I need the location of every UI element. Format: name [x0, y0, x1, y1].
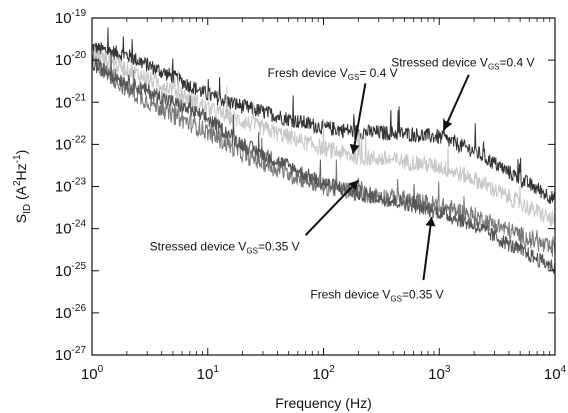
annotation-label: Fresh device VGS= 0.4 V [268, 66, 398, 82]
annotation-tail: =0.4 V [500, 56, 535, 70]
y-tick-exponent: -23 [72, 177, 87, 188]
annotation-arrow-head [443, 119, 453, 130]
x-tick-exponent: 4 [561, 364, 567, 375]
annotation-label: Stressed device VGS=0.4 V [391, 56, 534, 72]
y-tick-exponent: -19 [72, 8, 87, 19]
y-tick-base: 10 [55, 221, 72, 238]
x-tick-label: 100 [81, 364, 104, 383]
y-tick-label: 10-24 [55, 219, 87, 238]
y-axis-label-sub: ID [22, 204, 33, 214]
annotation-arrow-head [349, 143, 360, 154]
annotation-label: Stressed device VGS=0.35 V [150, 240, 300, 256]
x-tick-base: 10 [197, 366, 214, 383]
y-axis-label-sup1: 2 [12, 180, 23, 186]
y-tick-exponent: -27 [72, 345, 87, 356]
annotation-arrow-line [422, 216, 433, 281]
annotation-subscript: GS [390, 294, 402, 303]
x-tick-label: 101 [197, 364, 220, 383]
y-tick-label: 10-21 [55, 92, 87, 111]
annotation-arrow-line [304, 179, 360, 236]
y-tick-label: 10-22 [55, 134, 87, 153]
x-tick-base: 10 [81, 366, 98, 383]
y-tick-base: 10 [55, 10, 72, 27]
annotation-subscript: GS [246, 247, 258, 256]
x-tick-exponent: 1 [213, 364, 219, 375]
x-tick-base: 10 [312, 366, 329, 383]
y-tick-base: 10 [55, 263, 72, 280]
annotation-arrow-head [348, 180, 359, 191]
x-axis-label: Frequency (Hz) [275, 395, 371, 411]
x-tick-label: 103 [428, 364, 451, 383]
x-tick-exponent: 2 [329, 364, 335, 375]
y-tick-label: 10-26 [55, 303, 87, 322]
annotation-subscript: GS [348, 73, 360, 82]
y-tick-label: 10-19 [55, 8, 87, 27]
y-tick-exponent: -22 [72, 134, 87, 145]
y-axis-label-main: S [13, 214, 29, 223]
y-axis-label-rest: (A [13, 185, 29, 204]
annotation-arrow-head [425, 216, 436, 227]
annotation-tail: = 0.4 V [359, 66, 397, 80]
y-tick-label: 10-27 [55, 345, 87, 364]
y-tick-label: 10-25 [55, 261, 87, 280]
annotation-label: Fresh device VGS=0.35 V [310, 287, 443, 303]
series-layer [91, 27, 556, 274]
y-tick-base: 10 [55, 94, 72, 111]
annotation-tail: =0.35 V [258, 240, 300, 254]
annotation-subscript: GS [488, 63, 500, 72]
annotation-tail: =0.35 V [402, 287, 444, 301]
y-tick-label: 10-23 [55, 177, 87, 196]
tick-layer: 100 101 102 103 10410-1910-2010-2110-2210-23… [55, 8, 567, 383]
y-axis-label-mid: Hz [13, 163, 29, 180]
y-tick-base: 10 [55, 136, 72, 153]
y-tick-exponent: -21 [72, 92, 87, 103]
y-axis-label-sup2: -1 [12, 154, 23, 163]
x-tick-label: 102 [312, 364, 335, 383]
y-axis-label: SID (A2Hz-1) [12, 150, 33, 224]
annotation-main: Fresh device V [268, 66, 348, 80]
annotation-main: Stressed device V [391, 56, 488, 70]
x-tick-label: 104 [544, 364, 567, 383]
annotation-main: Fresh device V [310, 287, 390, 301]
y-tick-base: 10 [55, 179, 72, 196]
series-line-3 [91, 52, 556, 257]
series-line-2 [91, 45, 556, 227]
y-tick-label: 10-20 [55, 50, 87, 69]
x-tick-exponent: 0 [98, 364, 104, 375]
y-tick-exponent: -25 [72, 261, 87, 272]
x-tick-base: 10 [428, 366, 445, 383]
y-tick-exponent: -26 [72, 303, 87, 314]
x-tick-exponent: 3 [445, 364, 451, 375]
y-tick-base: 10 [55, 52, 72, 69]
y-tick-base: 10 [55, 347, 72, 364]
x-tick-base: 10 [544, 366, 561, 383]
y-tick-exponent: -20 [72, 50, 87, 61]
annotation-arrow-line [443, 74, 470, 131]
series-line-4 [91, 54, 556, 274]
y-tick-exponent: -24 [72, 219, 87, 230]
y-tick-base: 10 [55, 305, 72, 322]
annotation-arrow-line [352, 83, 367, 154]
y-axis-label-end: ) [13, 150, 29, 155]
annotation-main: Stressed device V [150, 240, 247, 254]
